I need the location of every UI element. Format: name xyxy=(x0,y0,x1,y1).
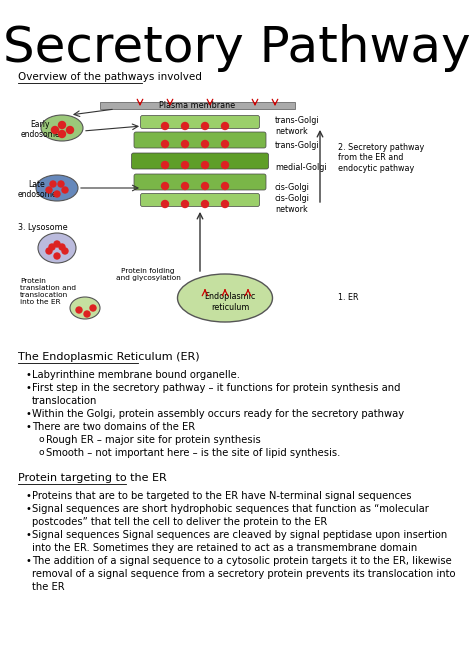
FancyBboxPatch shape xyxy=(131,153,268,169)
Circle shape xyxy=(76,307,82,313)
Text: Within the Golgi, protein assembly occurs ready for the secretory pathway: Within the Golgi, protein assembly occur… xyxy=(32,409,404,419)
Circle shape xyxy=(162,161,168,168)
Text: Proteins that are to be targeted to the ER have N-terminal signal sequences: Proteins that are to be targeted to the … xyxy=(32,491,411,501)
Text: •: • xyxy=(26,422,32,432)
Text: Late
endosome: Late endosome xyxy=(17,180,57,200)
Circle shape xyxy=(162,200,168,208)
Text: Signal sequences Signal sequences are cleaved by signal peptidase upon insertion: Signal sequences Signal sequences are cl… xyxy=(32,530,447,540)
Text: removal of a signal sequence from a secretory protein prevents its translocation: removal of a signal sequence from a secr… xyxy=(32,569,456,579)
Text: Protein folding
and glycosylation: Protein folding and glycosylation xyxy=(116,268,181,281)
Circle shape xyxy=(90,305,96,311)
Text: •: • xyxy=(26,383,32,393)
Circle shape xyxy=(52,127,58,133)
Ellipse shape xyxy=(36,175,78,201)
Text: o: o xyxy=(39,448,45,457)
Text: •: • xyxy=(26,370,32,380)
Circle shape xyxy=(201,182,209,190)
Text: o: o xyxy=(39,435,45,444)
Text: Smooth – not important here – is the site of lipid synthesis.: Smooth – not important here – is the sit… xyxy=(46,448,340,458)
Text: trans-Golgi: trans-Golgi xyxy=(275,141,319,151)
Circle shape xyxy=(84,311,90,317)
Text: cis-Golgi
network: cis-Golgi network xyxy=(275,194,310,214)
Text: There are two domains of the ER: There are two domains of the ER xyxy=(32,422,195,432)
Text: Endoplasmic
reticulum: Endoplasmic reticulum xyxy=(204,292,255,312)
Text: cis-Golgi: cis-Golgi xyxy=(275,184,310,192)
Text: Protein targeting to the ER: Protein targeting to the ER xyxy=(18,473,167,483)
Circle shape xyxy=(221,123,228,129)
Text: 2. Secretory pathway
from the ER and
endocytic pathway: 2. Secretory pathway from the ER and end… xyxy=(338,143,424,173)
Ellipse shape xyxy=(177,274,273,322)
Text: medial-Golgi: medial-Golgi xyxy=(275,163,327,172)
Bar xyxy=(100,102,295,109)
Circle shape xyxy=(221,182,228,190)
Circle shape xyxy=(54,191,60,197)
Text: Rough ER – major site for protein synthesis: Rough ER – major site for protein synthe… xyxy=(46,435,261,445)
Circle shape xyxy=(58,181,64,187)
Circle shape xyxy=(182,200,189,208)
Text: translocation: translocation xyxy=(32,396,97,406)
Text: Overview of the pathways involved: Overview of the pathways involved xyxy=(18,72,202,82)
Circle shape xyxy=(221,161,228,168)
Text: Plasma membrane: Plasma membrane xyxy=(159,101,236,110)
Text: •: • xyxy=(26,409,32,419)
FancyBboxPatch shape xyxy=(140,194,259,206)
Text: Labyrinthine membrane bound organelle.: Labyrinthine membrane bound organelle. xyxy=(32,370,240,380)
Circle shape xyxy=(162,182,168,190)
FancyBboxPatch shape xyxy=(134,174,266,190)
Circle shape xyxy=(201,200,209,208)
Circle shape xyxy=(221,200,228,208)
Text: the ER: the ER xyxy=(32,582,64,592)
Circle shape xyxy=(62,187,68,193)
FancyBboxPatch shape xyxy=(134,132,266,148)
Circle shape xyxy=(66,127,73,133)
Circle shape xyxy=(201,141,209,147)
Circle shape xyxy=(49,244,55,250)
Circle shape xyxy=(182,161,189,168)
Circle shape xyxy=(54,253,60,259)
Text: •: • xyxy=(26,491,32,501)
Text: postcodes” that tell the cell to deliver the protein to the ER: postcodes” that tell the cell to deliver… xyxy=(32,517,327,527)
Text: The addition of a signal sequence to a cytosolic protein targets it to the ER, l: The addition of a signal sequence to a c… xyxy=(32,556,452,566)
FancyBboxPatch shape xyxy=(140,115,259,129)
Circle shape xyxy=(182,182,189,190)
Circle shape xyxy=(182,123,189,129)
Ellipse shape xyxy=(70,297,100,319)
Text: 1. ER: 1. ER xyxy=(338,293,358,302)
Circle shape xyxy=(58,121,65,129)
Ellipse shape xyxy=(38,233,76,263)
Text: into the ER. Sometimes they are retained to act as a transmembrane domain: into the ER. Sometimes they are retained… xyxy=(32,543,417,553)
Circle shape xyxy=(162,141,168,147)
Circle shape xyxy=(58,131,65,137)
Text: First step in the secretory pathway – it functions for protein synthesis and: First step in the secretory pathway – it… xyxy=(32,383,401,393)
Circle shape xyxy=(182,141,189,147)
Circle shape xyxy=(201,123,209,129)
Text: •: • xyxy=(26,530,32,540)
Text: Protein
translation and
translocation
into the ER: Protein translation and translocation in… xyxy=(20,278,76,305)
Circle shape xyxy=(46,187,52,193)
Circle shape xyxy=(221,141,228,147)
Text: •: • xyxy=(26,556,32,566)
Text: Early
endosome: Early endosome xyxy=(20,120,60,139)
Text: Secretory Pathway: Secretory Pathway xyxy=(3,24,471,72)
Text: The Endoplasmic Reticulum (ER): The Endoplasmic Reticulum (ER) xyxy=(18,352,200,362)
Ellipse shape xyxy=(41,115,83,141)
Circle shape xyxy=(62,248,68,254)
Circle shape xyxy=(50,181,56,187)
Circle shape xyxy=(54,241,60,247)
Circle shape xyxy=(46,248,52,254)
Circle shape xyxy=(59,244,65,250)
Circle shape xyxy=(162,123,168,129)
Text: Signal sequences are short hydrophobic sequences that function as “molecular: Signal sequences are short hydrophobic s… xyxy=(32,504,429,514)
Circle shape xyxy=(201,161,209,168)
Text: 3. Lysosome: 3. Lysosome xyxy=(18,224,68,232)
Text: trans-Golgi
network: trans-Golgi network xyxy=(275,117,319,136)
Text: •: • xyxy=(26,504,32,514)
